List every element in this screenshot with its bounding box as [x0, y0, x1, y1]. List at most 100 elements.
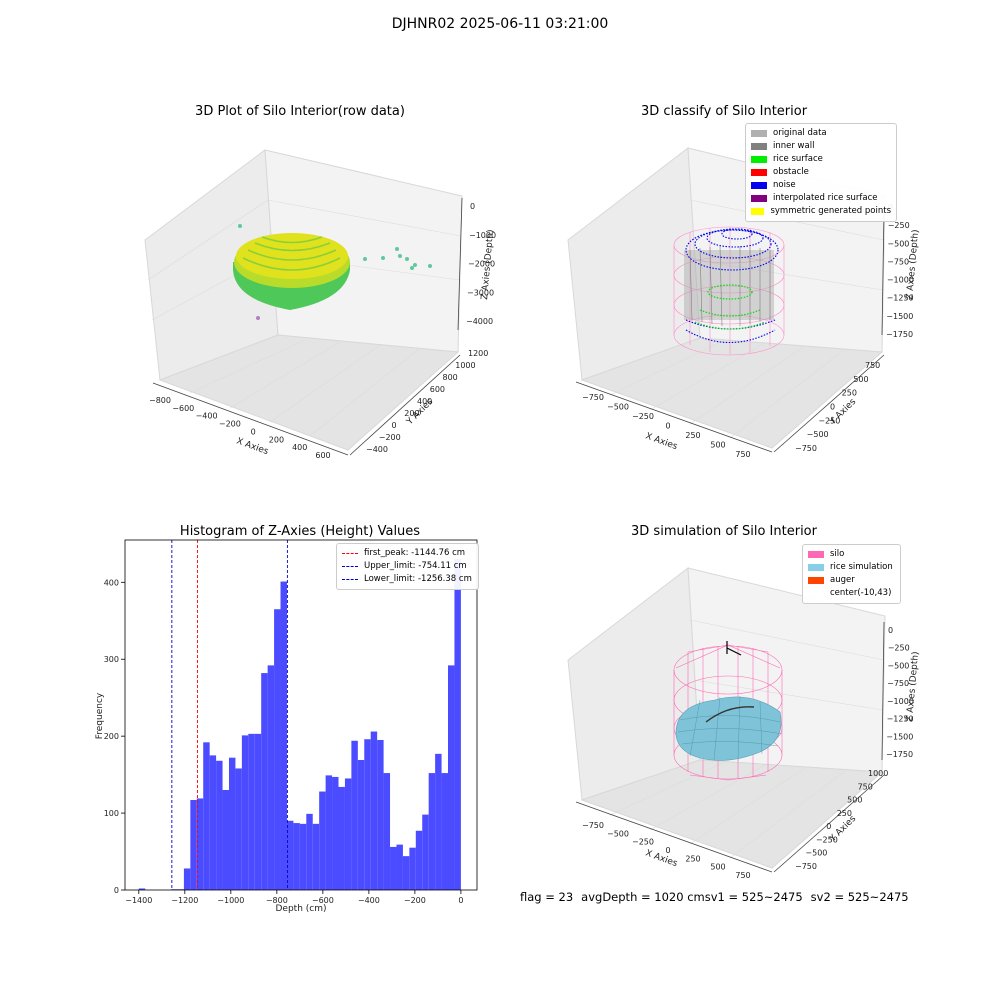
panel3-title: Histogram of Z-Axies (Height) Values: [179, 524, 421, 539]
panel2-x-tick: 750: [735, 450, 750, 459]
panel1-z-tick: −1000: [469, 231, 496, 240]
legend-entry: symmetric generated points: [751, 205, 891, 218]
panel4-x-tick: −750: [582, 821, 604, 830]
histogram-x-tick: −400: [358, 896, 380, 905]
panel1-x-tick: 600: [315, 451, 330, 460]
histogram-bar: [235, 768, 242, 890]
panel2-y-tick: −750: [795, 444, 817, 453]
histogram-bar: [203, 742, 210, 890]
panel1-x-ticks: −800−600−400−200 0 200 400 600: [149, 396, 331, 460]
histogram-x-tick: −600: [312, 896, 334, 905]
panel2-z-tick: −750: [887, 257, 909, 266]
histogram-bar: [254, 733, 262, 890]
histogram-bar: [138, 888, 146, 890]
panel4-title: 3D simulation of Silo Interior: [631, 524, 817, 539]
histogram-bar: [196, 798, 204, 890]
panel4-z-tick: −1500: [886, 732, 913, 741]
panel4-y-tick: −750: [795, 862, 817, 871]
legend-entry: noise: [751, 179, 891, 192]
panel1-y-tick: 1200: [468, 349, 488, 358]
histogram-bar: [228, 757, 236, 890]
legend-swatch: [342, 553, 358, 554]
histogram-bar: [435, 753, 442, 890]
panel4-y-tick: 1000: [868, 769, 888, 778]
legend-entry: interpolated rice surface: [751, 192, 891, 205]
histogram-bar: [454, 559, 461, 890]
histogram-bar: [428, 773, 436, 890]
panel1-z-tick: 0: [470, 202, 475, 211]
legend-label: obstacle: [773, 167, 809, 177]
histogram-bar: [183, 868, 191, 890]
panel4-y-tick: 0: [826, 822, 831, 831]
panel1-x-tick: −200: [219, 420, 241, 429]
panel4-x-tick: 500: [710, 863, 725, 872]
panel2-y-tick: −500: [807, 430, 829, 439]
histogram-bar: [280, 581, 287, 890]
histogram-x-tick: −1200: [171, 896, 198, 905]
panel1-y-tick: −400: [366, 445, 388, 454]
legend-swatch: [751, 130, 767, 137]
histogram-bar: [299, 823, 307, 890]
histogram-x-tick: −1400: [125, 896, 152, 905]
avg-depth-text: avgDepth = 1020 cm: [581, 890, 705, 904]
histogram-bar: [222, 790, 229, 890]
panel2-y-tick: 0: [830, 403, 835, 412]
panel1-x-tick: 0: [251, 427, 256, 436]
histogram-y-tick: 200: [104, 732, 119, 741]
legend-label: symmetric generated points: [770, 206, 891, 216]
legend-swatch: [751, 169, 767, 176]
panel1-x-tick: 400: [292, 443, 307, 452]
legend-swatch: [808, 551, 824, 558]
panel2-x-tick: −500: [607, 403, 629, 412]
histogram-bar: [274, 609, 281, 890]
histogram-x-tick: 0: [458, 896, 463, 905]
legend-label: rice simulation: [830, 562, 893, 572]
sv1-text: sv1 = 525~2475: [704, 890, 803, 904]
panel1-x-tick: 200: [269, 435, 284, 444]
histogram-bar: [286, 820, 294, 890]
panel4-z-tick: −750: [887, 679, 909, 688]
panel2-x-ticks: −750−500−250 0 250 500 750: [582, 393, 751, 459]
panel1-x-tick: −400: [196, 412, 218, 421]
panel2-x-tick: −750: [582, 393, 604, 402]
panel2-x-tick: 250: [685, 431, 700, 440]
histogram-bar: [306, 813, 313, 890]
panel2-x-label: X Axies: [644, 431, 679, 452]
legend-entry: rice surface: [751, 153, 891, 166]
legend-entry: silo: [808, 548, 895, 561]
panel4-z-ticks: 0 −250 −500 −750 −1000 −1250 −1500 −1750: [886, 626, 914, 759]
histogram-bar: [351, 740, 358, 890]
histogram-bar: [325, 775, 333, 890]
panel4-y-tick: −500: [805, 849, 827, 858]
panel1-y-tick: 600: [430, 385, 445, 394]
panel2-legend: original data inner wall rice surface obsta…: [745, 123, 897, 222]
panel4-y-ticks: −750 −500 −250 0 250 500 750 1000: [795, 769, 888, 871]
histogram-bar: [396, 844, 403, 890]
panel4-x-ticks: −750−500−250 0 250 500 750: [582, 821, 751, 880]
panel2-y-label: Y Axies: [827, 397, 858, 428]
histogram-bar: [409, 847, 416, 890]
panel2-z-tick: −1500: [886, 312, 913, 321]
legend-label: Lower_limit: -1256.38 cm: [364, 574, 472, 584]
histogram-plot: −1400 −1200 −1000 −800 −600 −400 −200 0 0 100 200 3…: [104, 539, 478, 905]
histogram-x-label: Depth (cm): [275, 904, 326, 914]
legend-label: first_peak: -1144.76 cm: [364, 548, 466, 558]
panel4-z-tick: −1250: [887, 715, 914, 724]
histogram-bar: [209, 755, 217, 890]
figure-title: DJHNR02 2025-06-11 03:21:00: [391, 16, 609, 32]
panel1-y-tick: −200: [379, 433, 401, 442]
histogram-bar: [261, 673, 268, 890]
legend-swatch: [342, 566, 358, 567]
legend-label: center(-10,43): [830, 588, 892, 598]
legend-entry: obstacle: [751, 166, 891, 179]
legend-label: interpolated rice surface: [773, 193, 878, 203]
panel1-x-tick: −800: [149, 396, 171, 405]
histogram-bar: [370, 731, 378, 890]
legend-swatch: [808, 564, 824, 571]
histogram-y-tick: 0: [114, 886, 119, 895]
panel1-y-tick: 800: [443, 373, 458, 382]
legend-swatch: [751, 208, 765, 215]
panel4-x-tick: 750: [735, 871, 750, 880]
panel2-y-tick: 250: [842, 389, 857, 398]
panel4-z-tick: 0: [888, 626, 893, 635]
